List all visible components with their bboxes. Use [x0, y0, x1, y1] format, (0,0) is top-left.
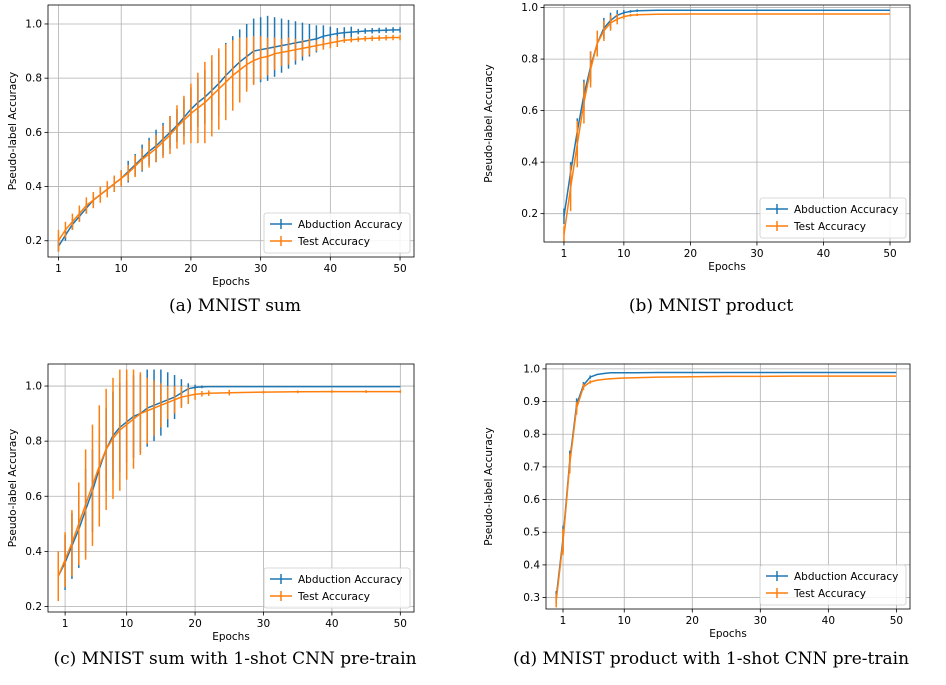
x-tick-label: 30	[750, 248, 763, 260]
x-tick-label: 50	[890, 615, 903, 627]
x-axis-label: Epochs	[212, 276, 250, 288]
y-tick-label: 1.0	[523, 363, 540, 375]
test-series-line	[57, 390, 401, 577]
y-axis-label: Pseudo-label Accuracy	[483, 64, 495, 182]
plot-frame	[543, 4, 911, 243]
legend-label: Test Accuracy	[297, 236, 370, 248]
y-axis-label: Pseudo-label Accuracy	[483, 427, 495, 545]
x-tick-label: 50	[394, 618, 407, 630]
x-tick-label: 40	[325, 618, 338, 630]
legend-label: Test Accuracy	[297, 591, 370, 603]
x-tick-label: 10	[115, 263, 128, 275]
abduction-series-line	[563, 9, 890, 217]
legend-label: Abduction Accuracy	[298, 574, 402, 586]
x-tick-label: 40	[324, 263, 337, 275]
legend-label: Test Accuracy	[793, 221, 866, 233]
x-tick-label: 10	[618, 615, 631, 627]
x-tick-label: 40	[817, 248, 830, 260]
y-tick-label: 0.7	[523, 461, 540, 473]
y-tick-label: 0.6	[523, 494, 540, 506]
y-tick-label: 1.0	[25, 18, 42, 30]
chart-caption-c: (c) MNIST sum with 1-shot CNN pre-train	[53, 649, 417, 669]
chart-panel-a: 1 10 20 30 40 50 0.2 0.4 0.6 0.8 1.0 Epochs Pseudo-l…	[0, 0, 470, 330]
y-tick-label: 0.5	[523, 527, 540, 539]
x-tick-label: 1	[560, 615, 567, 627]
y-tick-label: 0.8	[25, 436, 42, 448]
y-tick-label: 0.4	[523, 559, 540, 571]
plot-frame	[47, 4, 415, 258]
chart-panel-c: 1 10 20 30 40 50 0.2 0.4 0.6 0.8 1.0 Epochs Pseudo-l…	[0, 355, 470, 685]
y-tick-label: 0.4	[25, 546, 42, 558]
y-tick-label: 0.2	[25, 601, 42, 613]
legend-label: Abduction Accuracy	[298, 219, 402, 231]
chart-svg-c: 1 10 20 30 40 50 0.2 0.4 0.6 0.8 1.0 Epochs Pseudo-l…	[7, 363, 415, 643]
y-tick-label: 1.0	[25, 381, 42, 393]
x-tick-label: 40	[822, 615, 835, 627]
y-tick-label: 0.9	[523, 396, 540, 408]
x-axis-label: Epochs	[212, 631, 250, 643]
x-axis-label: Epochs	[708, 261, 746, 273]
y-tick-label: 0.6	[25, 127, 42, 139]
legend-box	[263, 567, 411, 609]
x-tick-label: 50	[883, 248, 896, 260]
legend-label: Abduction Accuracy	[794, 571, 898, 583]
abduction-series-line	[555, 371, 897, 598]
chart-caption-a: (a) MNIST sum	[169, 296, 301, 316]
x-tick-label: 1	[62, 618, 69, 630]
chart-caption-b: (b) MNIST product	[628, 296, 794, 316]
x-tick-label: 20	[184, 263, 197, 275]
test-series-line	[57, 36, 401, 242]
legend-label: Abduction Accuracy	[794, 204, 898, 216]
x-tick-label: 10	[120, 618, 133, 630]
y-tick-label: 1.0	[521, 2, 538, 14]
x-tick-label: 20	[684, 248, 697, 260]
chart-svg-d: 1 10 20 30 40 50 0.3 0.4 0.5 0.6 0.7 0.8 0.9 1.0 Epoch…	[483, 363, 911, 640]
y-axis-label: Pseudo-label Accuracy	[7, 429, 19, 547]
y-tick-label: 0.4	[521, 157, 538, 169]
y-tick-label: 0.8	[521, 54, 538, 66]
chart-panel-b: 1 10 20 30 40 50 0.2 0.4 0.6 0.8 1.0 Epochs Pseudo-l…	[476, 0, 946, 330]
x-tick-label: 30	[754, 615, 767, 627]
legend-box	[759, 197, 907, 239]
x-tick-label: 1	[55, 263, 62, 275]
x-tick-label: 20	[686, 615, 699, 627]
legend-label: Test Accuracy	[793, 588, 866, 600]
plot-frame	[47, 363, 415, 613]
x-tick-label: 1	[561, 248, 568, 260]
chart-panel-d: 1 10 20 30 40 50 0.3 0.4 0.5 0.6 0.7 0.8 0.9 1.0 Epoch…	[476, 355, 946, 685]
test-series-line	[555, 375, 897, 601]
legend-box	[263, 212, 411, 254]
chart-caption-d: (d) MNIST product with 1-shot CNN pre-tr…	[512, 649, 910, 669]
y-tick-label: 0.6	[521, 105, 538, 117]
x-tick-label: 30	[254, 263, 267, 275]
x-tick-label: 20	[188, 618, 201, 630]
x-tick-label: 10	[617, 248, 630, 260]
y-tick-label: 0.2	[25, 235, 42, 247]
y-tick-label: 0.4	[25, 181, 42, 193]
legend-box	[759, 564, 907, 606]
x-tick-label: 30	[257, 618, 270, 630]
x-axis-label: Epochs	[709, 628, 747, 640]
test-series-line	[563, 13, 890, 235]
y-axis-label: Pseudo-label Accuracy	[7, 72, 19, 190]
chart-svg-b: 1 10 20 30 40 50 0.2 0.4 0.6 0.8 1.0 Epochs Pseudo-l…	[483, 2, 911, 273]
plot-frame	[545, 363, 911, 610]
abduction-series-line	[57, 385, 401, 577]
y-tick-label: 0.8	[523, 429, 540, 441]
x-tick-label: 50	[393, 263, 406, 275]
y-tick-label: 0.3	[523, 592, 540, 604]
y-tick-label: 0.2	[521, 208, 538, 220]
y-tick-label: 0.8	[25, 73, 42, 85]
y-tick-label: 0.6	[25, 491, 42, 503]
chart-svg-a: 1 10 20 30 40 50 0.2 0.4 0.6 0.8 1.0 Epochs Pseudo-l…	[7, 4, 415, 288]
